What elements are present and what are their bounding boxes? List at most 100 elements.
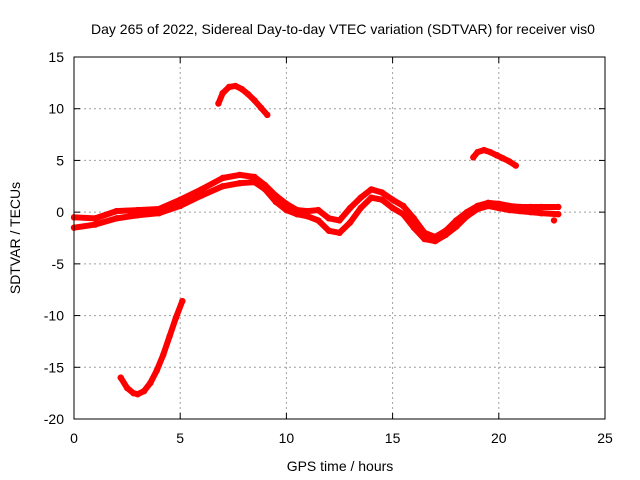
data-point (264, 111, 271, 119)
y-tick-label: 5 (56, 152, 64, 168)
data-point (283, 206, 290, 214)
data-point (325, 215, 333, 222)
data-point (257, 104, 265, 111)
x-tick-label: 5 (176, 430, 184, 446)
data-point (442, 231, 449, 239)
data-point (493, 152, 500, 159)
x-tick-label: 0 (70, 430, 78, 446)
data-point (336, 217, 343, 224)
data-point (463, 213, 471, 220)
data-point (92, 215, 99, 222)
data-point (160, 351, 167, 359)
data-point (155, 209, 163, 217)
data-series (70, 82, 562, 398)
data-point (251, 173, 258, 181)
data-point (453, 223, 460, 230)
data-point (304, 207, 311, 215)
data-point (232, 82, 239, 90)
data-point (177, 202, 184, 210)
chart-title: Day 265 of 2022, Sidereal Day-to-day VTE… (91, 21, 595, 37)
data-point (315, 217, 322, 224)
data-point (499, 155, 507, 162)
y-tick-label: 15 (48, 49, 64, 65)
data-point (474, 205, 481, 213)
x-tick-label: 20 (491, 430, 507, 446)
x-axis-ticks: 0 5 10 15 20 25 (70, 57, 613, 446)
data-point (236, 179, 243, 187)
data-point (179, 297, 186, 305)
data-point (238, 85, 245, 93)
data-point (484, 202, 492, 210)
data-point (215, 100, 222, 107)
y-tick-label: 0 (56, 204, 64, 220)
data-point (134, 206, 141, 214)
data-point (550, 217, 558, 224)
data-point (219, 90, 226, 97)
data-point (225, 83, 233, 91)
series-peak-arc (215, 82, 271, 119)
data-point (400, 202, 407, 210)
series-main-lower (70, 178, 562, 245)
data-point (357, 194, 364, 201)
data-point (410, 215, 418, 222)
data-point (140, 387, 148, 395)
data-point (527, 208, 534, 216)
data-point (389, 204, 396, 212)
data-point (516, 207, 524, 215)
data-point (495, 204, 502, 212)
data-point (368, 194, 375, 201)
data-point (198, 192, 205, 199)
data-point (410, 224, 418, 231)
series-dip-arc (117, 297, 186, 398)
data-point (166, 333, 173, 340)
data-point (506, 206, 513, 214)
plot-frame (73, 56, 606, 420)
data-point (325, 227, 333, 234)
data-point (474, 148, 481, 156)
data-point (555, 211, 562, 218)
data-point (304, 213, 311, 220)
data-point (153, 367, 161, 374)
data-point (346, 204, 354, 212)
data-point (198, 186, 205, 193)
data-point (244, 91, 252, 98)
data-point (487, 148, 494, 156)
data-point (219, 183, 226, 190)
data-point (346, 219, 354, 226)
x-tick-label: 15 (385, 430, 401, 446)
data-point (400, 211, 407, 218)
data-point (177, 196, 184, 203)
data-point (123, 384, 131, 392)
data-point (378, 196, 386, 203)
x-axis-label: GPS time / hours (287, 458, 394, 474)
series-isolated-point (550, 217, 558, 224)
data-point (389, 196, 396, 203)
data-point (261, 186, 269, 193)
y-tick-label: -20 (44, 411, 64, 427)
data-point (117, 374, 124, 381)
data-point (378, 189, 386, 196)
data-point (506, 158, 513, 165)
y-tick-label: -5 (52, 256, 65, 272)
y-tick-label: -10 (44, 308, 64, 324)
data-point (172, 314, 180, 321)
y-tick-label: -15 (44, 359, 64, 375)
x-tick-label: 10 (279, 430, 295, 446)
data-point (251, 97, 258, 104)
data-point (336, 229, 343, 237)
data-point (113, 207, 120, 215)
data-point (538, 203, 545, 211)
data-point (527, 203, 534, 211)
data-point (113, 215, 120, 222)
data-point (293, 211, 301, 218)
x-tick-label: 25 (597, 430, 613, 446)
data-point (315, 206, 322, 214)
data-point (357, 204, 364, 212)
grid-lines (74, 57, 605, 419)
y-axis-ticks: -20 -15 -10 -5 0 5 10 15 (44, 49, 605, 427)
data-point (421, 235, 428, 243)
data-point (134, 212, 141, 219)
data-point (134, 390, 141, 398)
data-point (219, 174, 226, 182)
